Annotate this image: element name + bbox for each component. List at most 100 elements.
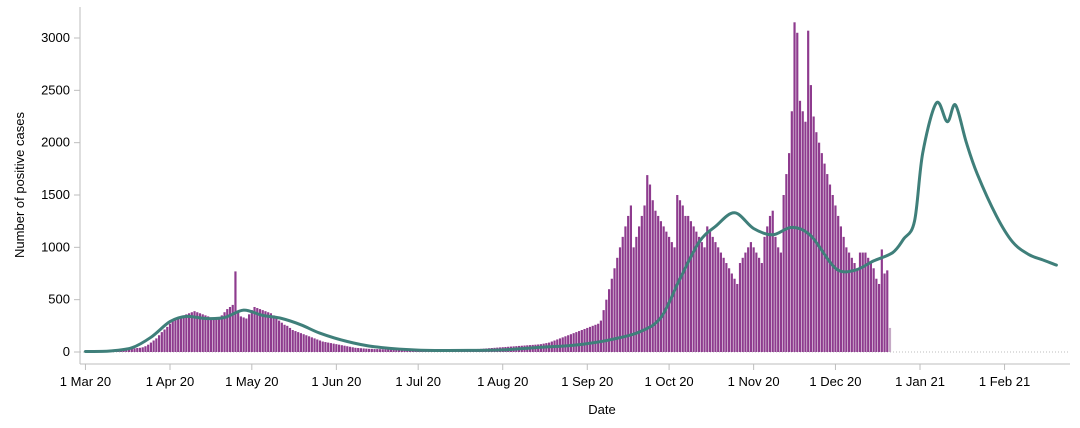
bar (564, 336, 567, 352)
bar (174, 318, 177, 352)
bar (831, 195, 834, 352)
bar (875, 278, 878, 352)
bar-series (84, 22, 892, 353)
bar (706, 226, 709, 352)
bar (608, 289, 611, 352)
bar (728, 268, 731, 352)
bar (659, 221, 662, 352)
bar (384, 349, 387, 352)
bar (190, 312, 193, 352)
bar (749, 242, 752, 352)
bar (725, 263, 728, 352)
bar (602, 310, 605, 352)
bar (343, 345, 346, 352)
y-tick-label: 3000 (41, 30, 70, 45)
bar (188, 313, 191, 352)
bar (171, 320, 174, 352)
bar (627, 215, 630, 352)
bar (883, 273, 886, 352)
x-tick-label: 1 Jun 20 (311, 374, 361, 389)
bar (155, 338, 158, 352)
bar (853, 263, 856, 352)
bar (687, 215, 690, 352)
bar (179, 316, 182, 352)
bar (567, 335, 570, 352)
bar (651, 200, 654, 352)
bar (348, 346, 352, 352)
bar (681, 205, 684, 352)
bar (152, 340, 155, 352)
bar (872, 268, 875, 352)
bar (714, 242, 717, 352)
bar (689, 221, 692, 352)
x-tick-label: 1 Jul 20 (395, 374, 441, 389)
bar (586, 327, 589, 352)
bar (668, 236, 671, 352)
bar (133, 348, 136, 352)
bar (826, 174, 829, 352)
bar (858, 252, 862, 352)
bar (744, 252, 747, 352)
bar (657, 215, 660, 352)
bar (777, 247, 780, 352)
bar (752, 247, 755, 352)
bar (654, 210, 657, 352)
x-tick-label: 1 Jan 21 (895, 374, 945, 389)
bar (760, 263, 763, 352)
bar (605, 299, 608, 352)
bar (648, 184, 652, 352)
bar (168, 323, 172, 352)
bar (665, 231, 668, 352)
bar (771, 210, 774, 352)
y-axis: 0 500 1000 1500 2000 2500 3000 (41, 7, 81, 364)
average-line (84, 100, 1058, 353)
x-tick-label: 1 Dec 20 (809, 374, 861, 389)
bar (878, 283, 881, 352)
bar (610, 278, 613, 352)
bar (580, 330, 583, 352)
bar (395, 349, 398, 352)
bar (809, 85, 812, 352)
bar (245, 318, 248, 352)
bar (722, 257, 725, 352)
y-tick-label: 1500 (41, 187, 70, 202)
bar (774, 236, 777, 352)
bar (198, 313, 202, 352)
bar (856, 268, 859, 352)
bar (766, 226, 769, 352)
bar (842, 236, 845, 352)
bar (823, 163, 826, 352)
bar (158, 335, 161, 352)
bar (185, 314, 188, 352)
bar (196, 312, 199, 352)
bar (242, 317, 245, 352)
bar (220, 315, 223, 352)
bar (218, 317, 221, 352)
bar (708, 231, 712, 352)
bar (646, 175, 649, 352)
bar (618, 247, 622, 352)
bar (613, 268, 616, 352)
bar (747, 247, 750, 352)
bar (807, 30, 810, 352)
bar (332, 343, 335, 352)
bar (280, 322, 283, 352)
bar (335, 344, 338, 352)
bar (373, 349, 376, 352)
bar (662, 226, 665, 352)
bar (351, 347, 354, 352)
bar (389, 349, 392, 352)
x-tick-label: 1 Aug 20 (477, 374, 528, 389)
bar (392, 349, 395, 352)
bar (250, 310, 253, 352)
bar (149, 342, 152, 352)
x-tick-label: 1 Sep 20 (561, 374, 613, 389)
bar (736, 283, 739, 352)
y-tick-label: 500 (48, 292, 70, 307)
bar (588, 326, 592, 352)
bar (302, 334, 305, 352)
bar (305, 335, 308, 352)
bar (264, 311, 267, 352)
bar (258, 309, 262, 352)
bar (692, 226, 695, 352)
